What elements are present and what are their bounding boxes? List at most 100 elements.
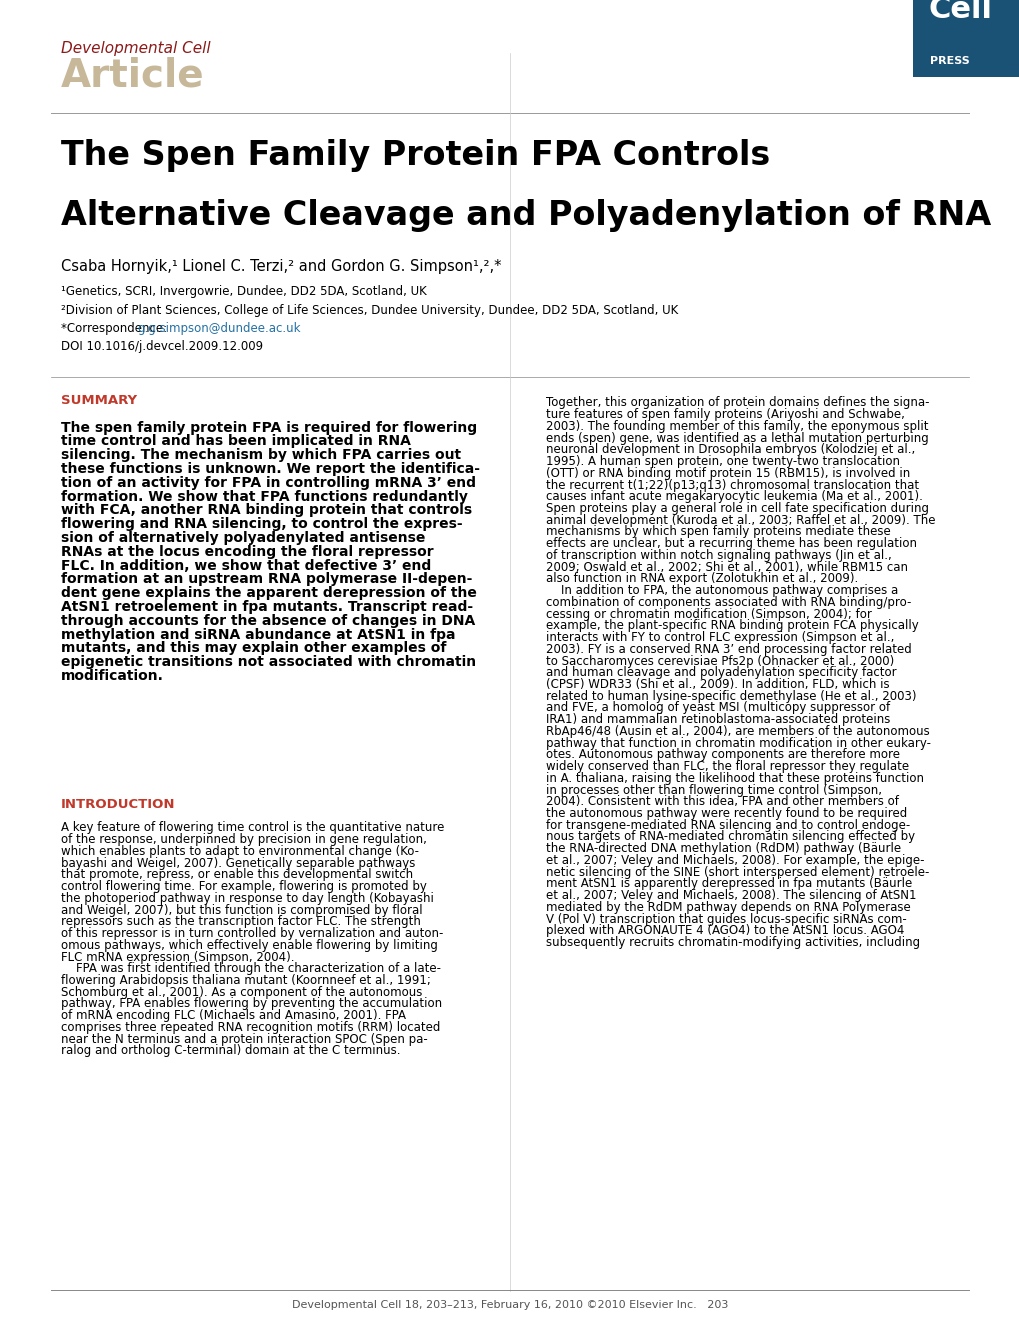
Text: for transgene-mediated RNA silencing and to control endoge-: for transgene-mediated RNA silencing and… bbox=[545, 818, 909, 831]
Text: comprises three repeated RNA recognition motifs (RRM) located: comprises three repeated RNA recognition… bbox=[61, 1021, 440, 1034]
Text: mediated by the RdDM pathway depends on RNA Polymerase: mediated by the RdDM pathway depends on … bbox=[545, 900, 910, 914]
Text: and human cleavage and polyadenylation specificity factor: and human cleavage and polyadenylation s… bbox=[545, 666, 896, 679]
Text: which enables plants to adapt to environmental change (Ko-: which enables plants to adapt to environ… bbox=[61, 845, 419, 858]
Text: 2003). FY is a conserved RNA 3’ end processing factor related: 2003). FY is a conserved RNA 3’ end proc… bbox=[545, 642, 911, 655]
Text: bayashi and Weigel, 2007). Genetically separable pathways: bayashi and Weigel, 2007). Genetically s… bbox=[61, 857, 415, 870]
Text: modification.: modification. bbox=[61, 669, 164, 683]
Text: mechanisms by which spen family proteins mediate these: mechanisms by which spen family proteins… bbox=[545, 526, 890, 539]
Text: epigenetic transitions not associated with chromatin: epigenetic transitions not associated wi… bbox=[61, 655, 476, 669]
Text: control flowering time. For example, flowering is promoted by: control flowering time. For example, flo… bbox=[61, 880, 427, 894]
Text: Cell: Cell bbox=[928, 0, 991, 24]
Text: methylation and siRNA abundance at AtSN1 in fpa: methylation and siRNA abundance at AtSN1… bbox=[61, 628, 455, 642]
Text: also function in RNA export (Zolotukhin et al., 2009).: also function in RNA export (Zolotukhin … bbox=[545, 572, 857, 585]
Text: 2003). The founding member of this family, the eponymous split: 2003). The founding member of this famil… bbox=[545, 420, 927, 433]
Text: et al., 2007; Veley and Michaels, 2008). The silencing of AtSN1: et al., 2007; Veley and Michaels, 2008).… bbox=[545, 890, 915, 902]
Text: through accounts for the absence of changes in DNA: through accounts for the absence of chan… bbox=[61, 614, 475, 628]
Text: with FCA, another RNA binding protein that controls: with FCA, another RNA binding protein th… bbox=[61, 503, 472, 518]
Text: INTRODUCTION: INTRODUCTION bbox=[61, 797, 175, 810]
Text: Together, this organization of protein domains defines the signa-: Together, this organization of protein d… bbox=[545, 396, 928, 409]
Text: and FVE, a homolog of yeast MSI (multicopy suppressor of: and FVE, a homolog of yeast MSI (multico… bbox=[545, 702, 889, 715]
Text: Schomburg et al., 2001). As a component of the autonomous: Schomburg et al., 2001). As a component … bbox=[61, 985, 422, 998]
Text: FLC mRNA expression (Simpson, 2004).: FLC mRNA expression (Simpson, 2004). bbox=[61, 951, 294, 964]
Text: to Saccharomyces cerevisiae Pfs2p (Ohnacker et al., 2000): to Saccharomyces cerevisiae Pfs2p (Ohnac… bbox=[545, 654, 893, 667]
Text: tion of an activity for FPA in controlling mRNA 3’ end: tion of an activity for FPA in controlli… bbox=[61, 475, 476, 490]
Text: pathway, FPA enables flowering by preventing the accumulation: pathway, FPA enables flowering by preven… bbox=[61, 997, 442, 1010]
Text: pathway that function in chromatin modification in other eukary-: pathway that function in chromatin modif… bbox=[545, 736, 929, 749]
Text: in processes other than flowering time control (Simpson,: in processes other than flowering time c… bbox=[545, 784, 880, 797]
Text: plexed with ARGONAUTE 4 (AGO4) to the AtSN1 locus. AGO4: plexed with ARGONAUTE 4 (AGO4) to the At… bbox=[545, 924, 903, 937]
Text: interacts with FY to control FLC expression (Simpson et al.,: interacts with FY to control FLC express… bbox=[545, 632, 894, 643]
Text: (CPSF) WDR33 (Shi et al., 2009). In addition, FLD, which is: (CPSF) WDR33 (Shi et al., 2009). In addi… bbox=[545, 678, 889, 691]
Text: DOI 10.1016/j.devcel.2009.12.009: DOI 10.1016/j.devcel.2009.12.009 bbox=[61, 339, 263, 352]
Text: 2004). Consistent with this idea, FPA and other members of: 2004). Consistent with this idea, FPA an… bbox=[545, 796, 898, 808]
Text: related to human lysine-specific demethylase (He et al., 2003): related to human lysine-specific demethy… bbox=[545, 690, 915, 703]
Text: of the response, underpinned by precision in gene regulation,: of the response, underpinned by precisio… bbox=[61, 833, 427, 846]
Text: flowering and RNA silencing, to control the expres-: flowering and RNA silencing, to control … bbox=[61, 518, 463, 531]
Text: SUMMARY: SUMMARY bbox=[61, 393, 138, 406]
Text: ture features of spen family proteins (Ariyoshi and Schwabe,: ture features of spen family proteins (A… bbox=[545, 408, 904, 421]
Text: these functions is unknown. We report the identifica-: these functions is unknown. We report th… bbox=[61, 462, 480, 477]
FancyBboxPatch shape bbox=[912, 0, 1019, 77]
Text: The Spen Family Protein FPA Controls: The Spen Family Protein FPA Controls bbox=[61, 139, 769, 172]
Text: 2009; Oswald et al., 2002; Shi et al., 2001), while RBM15 can: 2009; Oswald et al., 2002; Shi et al., 2… bbox=[545, 560, 907, 573]
Text: A key feature of flowering time control is the quantitative nature: A key feature of flowering time control … bbox=[61, 821, 444, 834]
Text: ment AtSN1 is apparently derepressed in fpa mutants (Bäurle: ment AtSN1 is apparently derepressed in … bbox=[545, 878, 911, 891]
Text: formation at an upstream RNA polymerase II-depen-: formation at an upstream RNA polymerase … bbox=[61, 572, 472, 587]
Text: (OTT) or RNA binding motif protein 15 (RBM15), is involved in: (OTT) or RNA binding motif protein 15 (R… bbox=[545, 467, 909, 479]
Text: ends (spen) gene, was identified as a lethal mutation perturbing: ends (spen) gene, was identified as a le… bbox=[545, 432, 927, 445]
Text: mutants, and this may explain other examples of: mutants, and this may explain other exam… bbox=[61, 641, 446, 655]
Text: otes. Autonomous pathway components are therefore more: otes. Autonomous pathway components are … bbox=[545, 748, 899, 761]
Text: neuronal development in Drosophila embryos (Kolodziej et al.,: neuronal development in Drosophila embry… bbox=[545, 444, 914, 457]
Text: of transcription within notch signaling pathways (Jin et al.,: of transcription within notch signaling … bbox=[545, 549, 891, 561]
Text: nous targets of RNA-mediated chromatin silencing effected by: nous targets of RNA-mediated chromatin s… bbox=[545, 830, 914, 843]
Text: the recurrent t(1;22)(p13;q13) chromosomal translocation that: the recurrent t(1;22)(p13;q13) chromosom… bbox=[545, 478, 918, 491]
Text: cessing or chromatin modification (Simpson, 2004); for: cessing or chromatin modification (Simps… bbox=[545, 608, 870, 621]
Text: et al., 2007; Veley and Michaels, 2008). For example, the epige-: et al., 2007; Veley and Michaels, 2008).… bbox=[545, 854, 923, 867]
Text: g.g.simpson@dundee.ac.uk: g.g.simpson@dundee.ac.uk bbox=[138, 322, 301, 335]
Text: example, the plant-specific RNA binding protein FCA physically: example, the plant-specific RNA binding … bbox=[545, 620, 917, 633]
Text: that promote, repress, or enable this developmental switch: that promote, repress, or enable this de… bbox=[61, 869, 413, 882]
Text: AtSN1 retroelement in fpa mutants. Transcript read-: AtSN1 retroelement in fpa mutants. Trans… bbox=[61, 600, 473, 614]
Text: the photoperiod pathway in response to day length (Kobayashi: the photoperiod pathway in response to d… bbox=[61, 892, 434, 904]
Text: of this repressor is in turn controlled by vernalization and auton-: of this repressor is in turn controlled … bbox=[61, 927, 443, 940]
Text: ralog and ortholog C-terminal) domain at the C terminus.: ralog and ortholog C-terminal) domain at… bbox=[61, 1045, 400, 1058]
Text: silencing. The mechanism by which FPA carries out: silencing. The mechanism by which FPA ca… bbox=[61, 449, 461, 462]
Text: ²Division of Plant Sciences, College of Life Sciences, Dundee University, Dundee: ²Division of Plant Sciences, College of … bbox=[61, 303, 678, 316]
Text: Csaba Hornyik,¹ Lionel C. Terzi,² and Gordon G. Simpson¹,²,*: Csaba Hornyik,¹ Lionel C. Terzi,² and Go… bbox=[61, 260, 501, 274]
Text: flowering Arabidopsis thaliana mutant (Koornneef et al., 1991;: flowering Arabidopsis thaliana mutant (K… bbox=[61, 974, 431, 986]
Text: FPA was first identified through the characterization of a late-: FPA was first identified through the cha… bbox=[61, 963, 441, 976]
Text: sion of alternatively polyadenylated antisense: sion of alternatively polyadenylated ant… bbox=[61, 531, 425, 545]
Text: RNAs at the locus encoding the floral repressor: RNAs at the locus encoding the floral re… bbox=[61, 544, 433, 559]
Text: netic silencing of the SINE (short interspersed element) retroele-: netic silencing of the SINE (short inter… bbox=[545, 866, 928, 879]
Text: of mRNA encoding FLC (Michaels and Amasino, 2001). FPA: of mRNA encoding FLC (Michaels and Amasi… bbox=[61, 1009, 406, 1022]
Text: V (Pol V) transcription that guides locus-specific siRNAs com-: V (Pol V) transcription that guides locu… bbox=[545, 912, 906, 925]
Text: PRESS: PRESS bbox=[929, 56, 969, 66]
Text: effects are unclear, but a recurring theme has been regulation: effects are unclear, but a recurring the… bbox=[545, 538, 916, 551]
Text: ¹Genetics, SCRI, Invergowrie, Dundee, DD2 5DA, Scotland, UK: ¹Genetics, SCRI, Invergowrie, Dundee, DD… bbox=[61, 285, 427, 298]
Text: omous pathways, which effectively enable flowering by limiting: omous pathways, which effectively enable… bbox=[61, 939, 437, 952]
Text: animal development (Kuroda et al., 2003; Raffel et al., 2009). The: animal development (Kuroda et al., 2003;… bbox=[545, 514, 934, 527]
Text: Alternative Cleavage and Polyadenylation of RNA: Alternative Cleavage and Polyadenylation… bbox=[61, 199, 990, 232]
Text: Developmental Cell 18, 203–213, February 16, 2010 ©2010 Elsevier Inc.   203: Developmental Cell 18, 203–213, February… bbox=[291, 1300, 728, 1311]
Text: causes infant acute megakaryocytic leukemia (Ma et al., 2001).: causes infant acute megakaryocytic leuke… bbox=[545, 490, 921, 503]
Text: FLC. In addition, we show that defective 3’ end: FLC. In addition, we show that defective… bbox=[61, 559, 431, 572]
Text: subsequently recruits chromatin-modifying activities, including: subsequently recruits chromatin-modifyin… bbox=[545, 936, 919, 949]
Text: 1995). A human spen protein, one twenty-two translocation: 1995). A human spen protein, one twenty-… bbox=[545, 455, 899, 469]
Text: *Correspondence:: *Correspondence: bbox=[61, 322, 171, 335]
Text: formation. We show that FPA functions redundantly: formation. We show that FPA functions re… bbox=[61, 490, 468, 503]
Text: RbAp46/48 (Ausin et al., 2004), are members of the autonomous: RbAp46/48 (Ausin et al., 2004), are memb… bbox=[545, 726, 928, 737]
Text: In addition to FPA, the autonomous pathway comprises a: In addition to FPA, the autonomous pathw… bbox=[545, 584, 897, 597]
Text: time control and has been implicated in RNA: time control and has been implicated in … bbox=[61, 434, 411, 449]
Text: the RNA-directed DNA methylation (RdDM) pathway (Bäurle: the RNA-directed DNA methylation (RdDM) … bbox=[545, 842, 900, 855]
Text: near the N terminus and a protein interaction SPOC (Spen pa-: near the N terminus and a protein intera… bbox=[61, 1033, 428, 1046]
Text: in A. thaliana, raising the likelihood that these proteins function: in A. thaliana, raising the likelihood t… bbox=[545, 772, 923, 785]
Text: IRA1) and mammalian retinoblastoma-associated proteins: IRA1) and mammalian retinoblastoma-assoc… bbox=[545, 714, 890, 726]
Text: Article: Article bbox=[61, 56, 205, 94]
Text: the autonomous pathway were recently found to be required: the autonomous pathway were recently fou… bbox=[545, 808, 906, 820]
Text: Developmental Cell: Developmental Cell bbox=[61, 41, 211, 56]
Text: combination of components associated with RNA binding/pro-: combination of components associated wit… bbox=[545, 596, 910, 609]
Text: and Weigel, 2007), but this function is compromised by floral: and Weigel, 2007), but this function is … bbox=[61, 903, 423, 916]
Text: dent gene explains the apparent derepression of the: dent gene explains the apparent derepres… bbox=[61, 587, 477, 600]
Text: Spen proteins play a general role in cell fate specification during: Spen proteins play a general role in cel… bbox=[545, 502, 927, 515]
Text: The spen family protein FPA is required for flowering: The spen family protein FPA is required … bbox=[61, 421, 477, 434]
